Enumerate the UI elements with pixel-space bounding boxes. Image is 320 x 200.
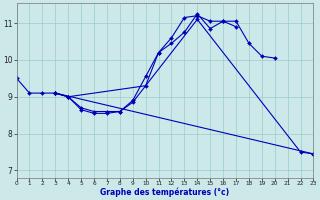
X-axis label: Graphe des températures (°c): Graphe des températures (°c) (100, 188, 229, 197)
